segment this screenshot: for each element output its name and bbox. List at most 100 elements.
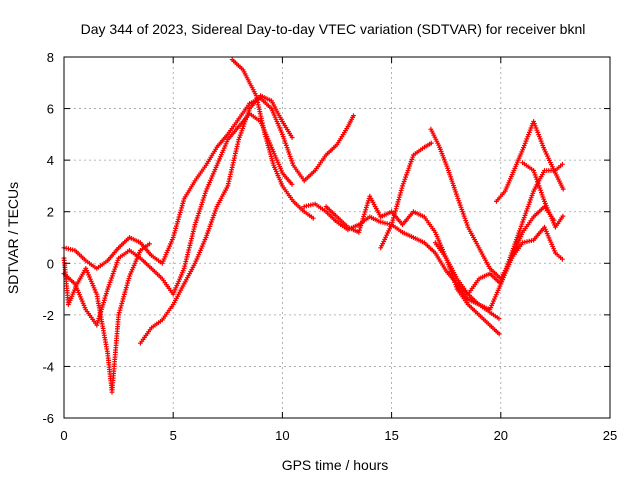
series-segment	[378, 224, 393, 251]
series-segment	[138, 327, 153, 346]
series-segment	[454, 193, 470, 228]
series-segment	[411, 209, 425, 219]
series-segment	[258, 95, 273, 110]
series-segment	[192, 164, 207, 184]
x-tick-label: 5	[170, 428, 177, 443]
x-tick-label: 20	[494, 428, 508, 443]
series-segment	[334, 219, 349, 231]
series-segment	[422, 214, 437, 233]
series-segment	[509, 221, 525, 256]
series-segment	[280, 132, 295, 166]
series-segment	[400, 154, 416, 189]
series-segment	[446, 168, 459, 197]
series-track-3	[61, 241, 152, 395]
series-segment	[454, 286, 470, 305]
series-segment	[105, 257, 121, 292]
series-track-5	[229, 57, 316, 221]
series-segment	[236, 108, 252, 142]
x-tick-label: 25	[603, 428, 617, 443]
series-segment	[159, 237, 175, 266]
series-segment	[149, 318, 163, 331]
series-segment	[553, 250, 565, 262]
y-tick-label: 6	[47, 102, 54, 117]
series-segment	[66, 283, 79, 307]
series-segment	[181, 224, 197, 271]
series-segment	[290, 199, 306, 213]
series-segment	[542, 147, 557, 174]
series-segment	[400, 229, 414, 239]
series-segment	[312, 154, 328, 173]
series-track-13	[520, 160, 566, 230]
series-segment	[301, 169, 316, 184]
series-segment	[116, 236, 131, 251]
y-tick-label: -4	[42, 359, 54, 374]
grid	[64, 57, 610, 418]
series-track-12	[454, 224, 565, 313]
series-segment	[225, 125, 240, 142]
series-segment	[181, 180, 197, 202]
series-segment	[149, 253, 163, 265]
series-segment	[432, 250, 448, 272]
y-tick-label: 4	[47, 153, 54, 168]
series-segment	[269, 98, 284, 122]
series-segment	[465, 297, 480, 307]
series-segment	[323, 204, 338, 218]
series-segment	[520, 190, 536, 225]
series-segment	[105, 247, 120, 264]
series-segment	[443, 255, 459, 280]
chart-title: Day 344 of 2023, Sidereal Day-to-day VTE…	[81, 21, 586, 37]
series-segment	[422, 140, 434, 150]
series-segment	[83, 258, 98, 270]
series-segment	[511, 149, 525, 173]
series-segment	[225, 118, 240, 137]
series-segment	[138, 255, 153, 270]
series-segment	[465, 302, 480, 316]
y-tick-label: 0	[47, 256, 54, 271]
tick-labels: 0 5 10 15 20 25 -6 -4 -2 0 2 4 6 8	[42, 50, 617, 443]
series-track-11	[494, 119, 566, 204]
series-segment	[509, 242, 524, 261]
series-segment	[301, 202, 316, 209]
series-segment	[290, 162, 306, 182]
series-segment	[94, 259, 109, 271]
series-segment	[531, 168, 547, 202]
series-layer	[61, 57, 566, 395]
series-segment	[432, 240, 448, 259]
series-segment	[400, 210, 415, 227]
series-segment	[116, 249, 131, 261]
series-segment	[94, 291, 110, 354]
series-segment	[411, 235, 425, 245]
series-segment	[240, 67, 258, 97]
series-segment	[181, 262, 197, 287]
series-segment	[356, 196, 372, 235]
series-segment	[280, 170, 295, 187]
series-segment	[127, 235, 141, 245]
series-segment	[476, 272, 491, 282]
series-segment	[72, 248, 87, 262]
series-segment	[454, 284, 470, 301]
x-axis-title: GPS time / hours	[282, 457, 389, 473]
series-segment	[367, 214, 382, 224]
y-axis-title: SDTVAR / TECUs	[5, 182, 21, 294]
series-segment	[520, 160, 535, 172]
series-segment	[138, 241, 152, 253]
series-segment	[271, 162, 284, 187]
series-segment	[149, 266, 164, 280]
series-segment	[487, 309, 502, 322]
series-segment	[553, 170, 566, 192]
series-segment	[531, 119, 546, 150]
series-segment	[127, 250, 142, 279]
series-segment	[542, 224, 557, 254]
series-segment	[247, 111, 262, 123]
series-segment	[258, 93, 273, 103]
series-segment	[170, 268, 186, 297]
series-segment	[520, 121, 536, 153]
series-segment	[301, 209, 316, 221]
series-segment	[170, 198, 186, 240]
series-segment	[253, 93, 267, 135]
series-segment	[334, 126, 350, 148]
x-tick-label: 15	[384, 428, 398, 443]
series-segment	[378, 210, 393, 220]
series-segment	[487, 283, 503, 313]
